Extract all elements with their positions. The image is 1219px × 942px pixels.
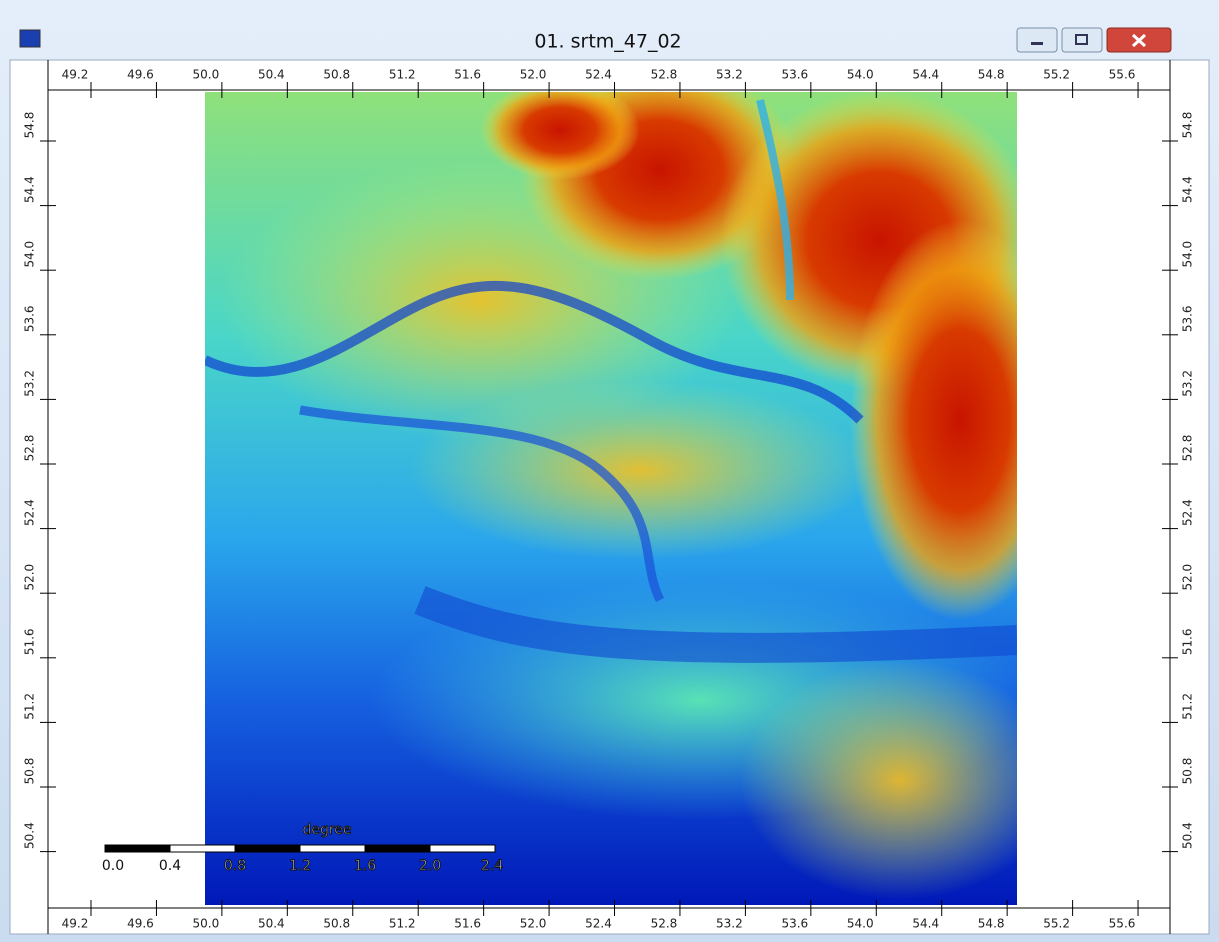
x-tick-label: 50.4 — [258, 917, 285, 931]
x-tick-label: 53.6 — [781, 68, 808, 82]
x-tick-label: 54.0 — [847, 917, 874, 931]
x-tick-label: 55.6 — [1109, 917, 1136, 931]
x-tick-label: 52.8 — [651, 917, 678, 931]
window-icon — [20, 30, 40, 47]
y-tick-label: 50.4 — [1181, 822, 1195, 849]
x-tick-label: 51.2 — [389, 917, 416, 931]
x-tick-label: 55.2 — [1043, 68, 1070, 82]
scale-bar-label: 0.4 — [159, 858, 181, 874]
x-tick-label: 55.2 — [1043, 917, 1070, 931]
window-title: 01. srtm_47_02 — [534, 31, 681, 53]
x-tick-label: 52.0 — [520, 917, 547, 931]
y-tick-label: 53.2 — [1181, 370, 1195, 397]
y-tick-label: 54.8 — [23, 112, 37, 139]
x-tick-label: 52.8 — [651, 68, 678, 82]
y-tick-label: 52.8 — [1181, 435, 1195, 462]
elevation-raster — [205, 60, 1070, 905]
scale-bar-segment — [300, 845, 365, 852]
x-tick-label: 50.0 — [193, 917, 220, 931]
maximize-button[interactable] — [1062, 28, 1102, 52]
x-tick-label: 54.4 — [912, 917, 939, 931]
y-tick-label: 51.6 — [23, 628, 37, 655]
x-tick-label: 49.6 — [127, 917, 154, 931]
y-tick-label: 52.4 — [23, 499, 37, 526]
y-tick-label: 52.8 — [23, 435, 37, 462]
scale-bar-unit: degree — [302, 822, 351, 838]
y-tick-label: 50.4 — [23, 822, 37, 849]
scale-bar-label: 2.0 — [419, 858, 441, 874]
minimize-button[interactable] — [1017, 28, 1057, 52]
map-window: 01. srtm_47_02 degree 0.0 0.4 0.8 1.2 1.6 2.0… — [0, 0, 1219, 942]
y-tick-label: 54.8 — [1181, 112, 1195, 139]
x-tick-label: 49.6 — [127, 68, 154, 82]
x-tick-label: 50.8 — [323, 917, 350, 931]
y-tick-label: 50.8 — [23, 758, 37, 785]
y-tick-label: 54.0 — [23, 241, 37, 268]
y-tick-label: 53.6 — [1181, 305, 1195, 332]
y-tick-label: 53.2 — [23, 370, 37, 397]
x-tick-label: 49.2 — [62, 917, 89, 931]
y-tick-label: 52.0 — [1181, 564, 1195, 591]
x-tick-label: 55.6 — [1109, 68, 1136, 82]
x-tick-label: 50.4 — [258, 68, 285, 82]
scale-bar-segment — [430, 845, 495, 852]
scale-bar-label: 1.2 — [289, 858, 311, 874]
y-tick-label: 52.0 — [23, 564, 37, 591]
x-tick-label: 54.8 — [978, 68, 1005, 82]
scale-bar-segment — [170, 845, 235, 852]
x-tick-label: 51.6 — [454, 68, 481, 82]
y-tick-label: 51.2 — [23, 693, 37, 720]
x-tick-label: 52.0 — [520, 68, 547, 82]
scale-bar-label: 2.4 — [481, 858, 503, 874]
x-tick-label: 53.2 — [716, 917, 743, 931]
y-tick-label: 54.4 — [1181, 176, 1195, 203]
scale-bar-label: 1.6 — [354, 858, 376, 874]
x-tick-label: 54.0 — [847, 68, 874, 82]
x-tick-label: 50.8 — [323, 68, 350, 82]
x-tick-label: 53.2 — [716, 68, 743, 82]
x-tick-label: 54.4 — [912, 68, 939, 82]
x-tick-label: 51.2 — [389, 68, 416, 82]
y-tick-label: 52.4 — [1181, 499, 1195, 526]
y-tick-label: 54.0 — [1181, 241, 1195, 268]
minimize-icon — [1031, 42, 1043, 45]
scale-bar-label: 0.0 — [102, 858, 124, 874]
y-tick-label: 51.2 — [1181, 693, 1195, 720]
x-tick-label: 53.6 — [781, 917, 808, 931]
scale-bar-label: 0.8 — [224, 858, 246, 874]
x-tick-label: 52.4 — [585, 68, 612, 82]
y-tick-label: 51.6 — [1181, 628, 1195, 655]
scale-bar-segment — [365, 845, 430, 852]
x-tick-label: 54.8 — [978, 917, 1005, 931]
scale-bar-segment — [235, 845, 300, 852]
x-tick-label: 50.0 — [193, 68, 220, 82]
y-tick-label: 53.6 — [23, 305, 37, 332]
y-tick-label: 50.8 — [1181, 758, 1195, 785]
x-tick-label: 52.4 — [585, 917, 612, 931]
x-tick-label: 49.2 — [62, 68, 89, 82]
scale-bar-segment — [105, 845, 170, 852]
x-tick-label: 51.6 — [454, 917, 481, 931]
y-tick-label: 54.4 — [23, 176, 37, 203]
